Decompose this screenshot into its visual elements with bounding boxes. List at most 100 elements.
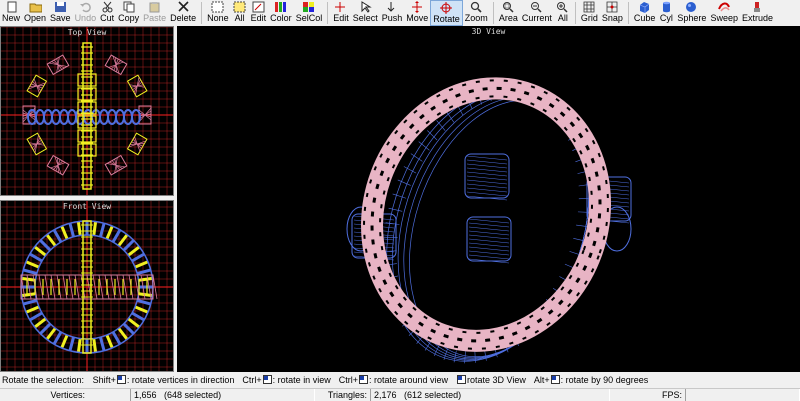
front-view-title: Front View [62, 202, 112, 211]
viewport-splitter-horizontal[interactable] [0, 196, 174, 200]
toolbar-all-button-view[interactable]: All [554, 0, 572, 26]
hint-item: rotate 3D View [456, 373, 534, 387]
toolbar-extrude-button[interactable]: Extrude [740, 0, 775, 26]
hint-item: Ctrl+ : rotate in view [242, 373, 338, 387]
toolbar-all-button[interactable]: All [231, 0, 249, 26]
toolbar-new-button[interactable]: New [0, 0, 22, 26]
save-disk-icon [53, 1, 67, 13]
top-view-viewport[interactable]: Top View [0, 26, 174, 196]
viewport-splitter-vertical[interactable] [174, 26, 177, 372]
snap-icon [605, 1, 619, 13]
grid-icon [582, 1, 596, 13]
toolbar-grid-button[interactable]: Grid [579, 0, 600, 26]
toolbar-button-label: Push [381, 13, 403, 23]
toolbar-button-label: Sphere [677, 13, 707, 23]
fps-value [685, 389, 800, 401]
toolbar-button-label: Rotate [433, 14, 460, 24]
toolbar-button-label: Current [521, 13, 552, 23]
toolbar-undo-button[interactable]: Undo [73, 0, 99, 26]
front-view-viewport[interactable]: Front View [0, 200, 174, 372]
triangles-selected: (612 selected) [404, 390, 462, 400]
vertices-selected: (648 selected) [164, 390, 222, 400]
hint-item: Shift+: rotate vertices in direction [93, 373, 243, 387]
toolbar-button-label: Cyl [659, 13, 673, 23]
area-icon [501, 1, 515, 13]
fps-label: FPS: [661, 390, 682, 400]
toolbar-button-label: Undo [74, 13, 97, 23]
3d-viewport[interactable]: 3D View [177, 26, 800, 372]
current-view-icon [530, 1, 544, 13]
hint-modifier-key: Ctrl+ [242, 375, 262, 385]
triangles-label: Triangles: [327, 390, 367, 400]
vertices-value: 1,656 [134, 390, 157, 400]
toolbar-none-button[interactable]: None [205, 0, 231, 26]
hint-text: rotate 3D View [467, 375, 526, 385]
top-view-canvas[interactable] [1, 27, 173, 195]
toolbar-zoom-button[interactable]: Zoom [463, 0, 490, 26]
toolbar-move-button[interactable]: Move [404, 0, 430, 26]
toolbar-cyl-button[interactable]: Cyl [657, 0, 675, 26]
3d-view-canvas[interactable] [177, 26, 800, 372]
toolbar-separator [201, 2, 203, 24]
toolbar-button-label: Move [406, 13, 429, 23]
hint-lead: Rotate the selection: [2, 375, 85, 385]
undo-icon [78, 1, 92, 13]
toolbar-current-button[interactable]: Current [520, 0, 554, 26]
toolbar-snap-button[interactable]: Snap [600, 0, 625, 26]
mouse-button-icon [116, 375, 126, 384]
toolbar-color-button[interactable]: Color [268, 0, 294, 26]
3d-view-title: 3D View [471, 27, 506, 36]
hint-text: : rotate vertices in direction [126, 375, 235, 385]
mouse-button-icon [457, 375, 467, 384]
toolbar-rotate-button[interactable]: Rotate [430, 0, 463, 26]
toolbar-delete-button[interactable]: Delete [168, 0, 198, 26]
front-view-canvas[interactable] [1, 201, 173, 371]
toolbar-edit-button-point[interactable]: Edit [331, 0, 351, 26]
push-icon [385, 1, 399, 13]
toolbar-button-label: Cut [100, 13, 115, 23]
toolbar-button-label: Open [24, 13, 47, 23]
triangles-value: 2,176 [374, 390, 397, 400]
toolbar-paste-button[interactable]: Paste [141, 0, 168, 26]
scissors-icon [100, 1, 114, 13]
mouse-button-icon [262, 375, 272, 384]
toolbar-select-button[interactable]: Select [351, 0, 380, 26]
hint-item: Ctrl+: rotate around view [339, 373, 456, 387]
toolbar-button-label: All [234, 13, 245, 23]
hint-modifier-key: Alt+ [533, 375, 550, 385]
toolbar-button-label: SelCol [295, 13, 323, 23]
hint-text: : rotate in view [272, 375, 331, 385]
edit-icon [251, 1, 265, 13]
toolbar-selcol-button[interactable]: SelCol [294, 0, 325, 26]
hint-text: : rotate by 90 degrees [560, 375, 649, 385]
vertices-label: Vertices: [50, 390, 85, 400]
paste-icon [148, 1, 162, 13]
top-view-title: Top View [67, 28, 107, 37]
toolbar-sweep-button[interactable]: Sweep [708, 0, 740, 26]
triangles-count: 2,176 (612 selected) [370, 389, 610, 401]
toolbar-sphere-button[interactable]: Sphere [675, 0, 708, 26]
toolbar-button-label: Area [498, 13, 518, 23]
toolbar-edit-button[interactable]: Edit [249, 0, 269, 26]
toolbar-separator [492, 2, 494, 24]
extrude-icon [750, 1, 764, 13]
toolbar-button-label: Extrude [741, 13, 773, 23]
hint-bar: Rotate the selection: Shift+: rotate ver… [0, 373, 800, 387]
mouse-button-icon [550, 375, 560, 384]
toolbar-open-button[interactable]: Open [22, 0, 48, 26]
toolbar-button-label: Edit [333, 13, 349, 23]
toolbar-cut-button[interactable]: Cut [98, 0, 116, 26]
toolbar-area-button[interactable]: Area [497, 0, 520, 26]
toolbar-copy-button[interactable]: Copy [116, 0, 141, 26]
toolbar-save-button[interactable]: Save [48, 0, 73, 26]
hint-item: Alt+ : rotate by 90 degrees [534, 373, 656, 387]
toolbar-push-button[interactable]: Push [380, 0, 405, 26]
toolbar-button-label: Grid [580, 13, 598, 23]
toolbar-cube-button[interactable]: Cube [632, 0, 658, 26]
toolbar-button-label: Snap [601, 13, 623, 23]
sphere-icon [685, 1, 699, 13]
vertices-count: 1,656 (648 selected) [130, 389, 315, 401]
copy-icon [122, 1, 136, 13]
toolbar-button-label: Save [50, 13, 71, 23]
toolbar-button-label: Copy [118, 13, 140, 23]
